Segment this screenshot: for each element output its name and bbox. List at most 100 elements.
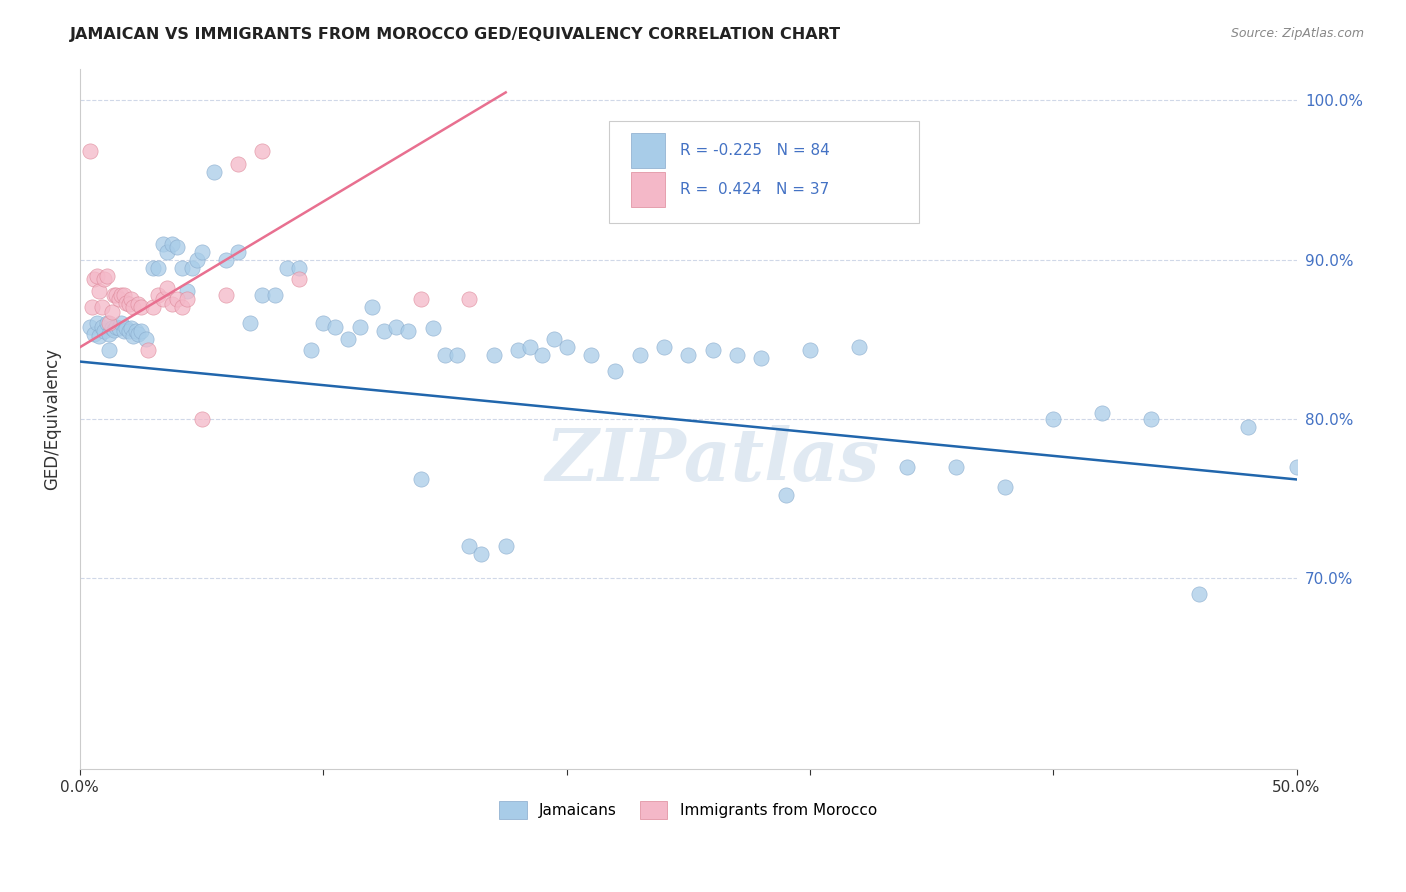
Y-axis label: GED/Equivalency: GED/Equivalency: [44, 348, 60, 490]
Point: [288, 260, 311, 275]
Point: [186, 252, 208, 267]
Point: [336, 332, 359, 346]
Point: [90, 319, 112, 334]
Point: [458, 293, 481, 307]
Point: [215, 252, 238, 267]
Point: [110, 317, 132, 331]
Point: [446, 348, 468, 362]
Point: [176, 285, 198, 299]
Point: [83, 272, 105, 286]
Point: [543, 332, 565, 346]
Point: [115, 295, 138, 310]
Point: [100, 305, 122, 319]
Point: [409, 293, 432, 307]
Point: [288, 272, 311, 286]
Point: [112, 324, 135, 338]
Point: [202, 165, 225, 179]
Point: [96, 317, 118, 331]
Text: ZIPatlas: ZIPatlas: [546, 425, 880, 497]
Point: [90, 301, 112, 315]
Point: [725, 348, 748, 362]
Point: [107, 321, 129, 335]
Point: [110, 287, 132, 301]
Legend: Jamaicans, Immigrants from Morocco: Jamaicans, Immigrants from Morocco: [494, 795, 883, 825]
Point: [166, 293, 188, 307]
Point: [83, 327, 105, 342]
Point: [136, 343, 159, 358]
Point: [79, 145, 101, 159]
Point: [579, 348, 602, 362]
Point: [215, 287, 238, 301]
Point: [122, 329, 145, 343]
Point: [373, 324, 395, 338]
Point: [127, 327, 149, 342]
Point: [89, 329, 111, 343]
Point: [135, 332, 157, 346]
Point: [120, 321, 142, 335]
Point: [162, 236, 184, 251]
Point: [531, 348, 554, 362]
Point: [263, 287, 285, 301]
Point: [749, 351, 772, 366]
Point: [652, 340, 675, 354]
Point: [470, 547, 492, 561]
Point: [146, 287, 169, 301]
Point: [142, 260, 165, 275]
Point: [993, 480, 1015, 494]
Point: [628, 348, 651, 362]
Text: Source: ZipAtlas.com: Source: ZipAtlas.com: [1230, 27, 1364, 40]
Point: [1042, 412, 1064, 426]
Point: [166, 240, 188, 254]
Bar: [631, 172, 665, 207]
Point: [519, 340, 541, 354]
Point: [103, 323, 125, 337]
Point: [702, 343, 724, 358]
Point: [93, 324, 115, 338]
Point: [896, 459, 918, 474]
Point: [129, 324, 152, 338]
Point: [98, 317, 121, 331]
Point: [152, 236, 174, 251]
Point: [1237, 420, 1260, 434]
Bar: [631, 133, 665, 168]
Point: [112, 287, 135, 301]
Point: [458, 539, 481, 553]
Point: [239, 317, 262, 331]
Text: JAMAICAN VS IMMIGRANTS FROM MOROCCO GED/EQUIVALENCY CORRELATION CHART: JAMAICAN VS IMMIGRANTS FROM MOROCCO GED/…: [70, 27, 841, 42]
Point: [125, 324, 148, 338]
Point: [180, 260, 202, 275]
Point: [396, 324, 419, 338]
Point: [555, 340, 578, 354]
Point: [422, 321, 444, 335]
Point: [190, 244, 212, 259]
Point: [945, 459, 967, 474]
Point: [495, 539, 517, 553]
Point: [89, 285, 111, 299]
Point: [506, 343, 529, 358]
Point: [156, 281, 179, 295]
Point: [107, 293, 129, 307]
Point: [1091, 405, 1114, 419]
Text: R = -0.225   N = 84: R = -0.225 N = 84: [679, 143, 830, 158]
Point: [325, 319, 347, 334]
Point: [80, 301, 103, 315]
Point: [105, 319, 128, 334]
Point: [360, 301, 382, 315]
Point: [127, 297, 149, 311]
Point: [117, 297, 139, 311]
Point: [299, 343, 322, 358]
Point: [170, 301, 193, 315]
Point: [605, 364, 627, 378]
Point: [142, 301, 165, 315]
Point: [226, 244, 249, 259]
Point: [349, 319, 371, 334]
Point: [146, 260, 169, 275]
Point: [98, 327, 121, 342]
Point: [1139, 412, 1161, 426]
Point: [105, 287, 128, 301]
Point: [117, 324, 139, 338]
Point: [799, 343, 821, 358]
Point: [190, 412, 212, 426]
Point: [1285, 459, 1308, 474]
Point: [409, 472, 432, 486]
